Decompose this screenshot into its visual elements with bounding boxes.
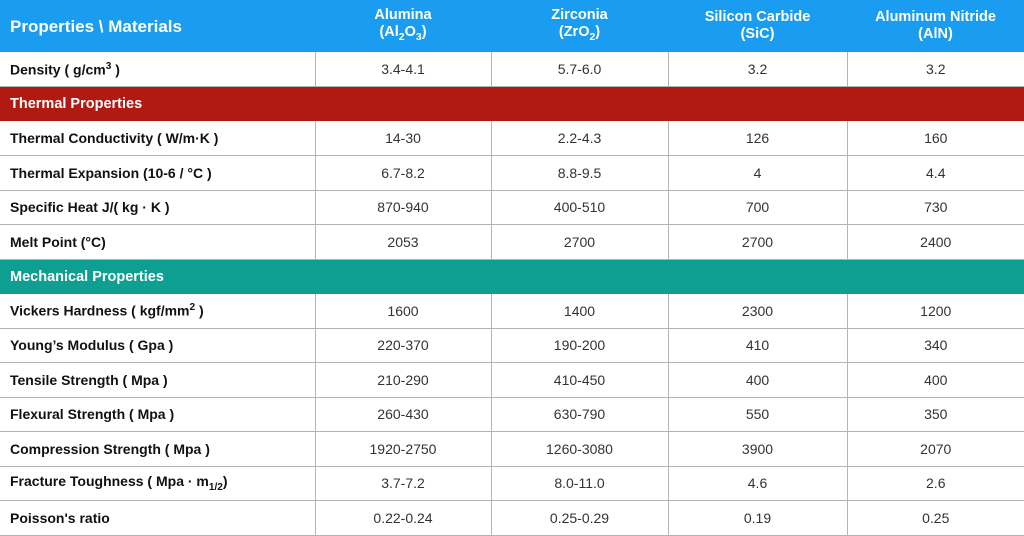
material-formula: (SiC) xyxy=(740,26,775,42)
table-cell: 400-510 xyxy=(491,190,669,225)
table-row: Thermal Conductivity ( W/m·K ) 14-30 2.2… xyxy=(0,121,1024,156)
table-cell: 1400 xyxy=(491,293,669,329)
row-label: Fracture Toughness ( Mpa · m1/2) xyxy=(0,466,316,501)
table-cell: 550 xyxy=(668,397,848,432)
table-cell: 1920-2750 xyxy=(315,431,492,467)
table-row: Poisson's ratio 0.22-0.24 0.25-0.29 0.19… xyxy=(0,500,1024,536)
table-cell: 220-370 xyxy=(315,328,492,363)
table-row: Fracture Toughness ( Mpa · m1/2) 3.7-7.2… xyxy=(0,466,1024,501)
table-cell: 3.7-7.2 xyxy=(315,466,492,501)
material-name: Alumina xyxy=(374,6,432,23)
material-formula: (AlN) xyxy=(918,26,953,42)
table-cell: 8.8-9.5 xyxy=(491,155,669,191)
row-label: Poisson's ratio xyxy=(0,500,316,536)
table-cell: 410-450 xyxy=(491,362,669,398)
table-cell: 2400 xyxy=(847,224,1024,260)
row-label: Young’s Modulus ( Gpa ) xyxy=(0,328,316,363)
table-cell: 400 xyxy=(847,362,1024,398)
table-cell: 190-200 xyxy=(491,328,669,363)
table-cell: 210-290 xyxy=(315,362,492,398)
table-cell: 700 xyxy=(668,190,848,225)
table-cell: 4 xyxy=(668,155,848,191)
table-cell: 1260-3080 xyxy=(491,431,669,467)
header-row: Properties \ Materials Alumina (Al2O3) Z… xyxy=(0,0,1024,52)
material-formula: (ZrO2) xyxy=(558,23,601,43)
table-cell: 350 xyxy=(847,397,1024,432)
section-title: Thermal Properties xyxy=(0,86,1024,121)
row-label: Density ( g/cm3 ) xyxy=(0,52,316,87)
table-cell: 5.7-6.0 xyxy=(491,52,669,87)
table-cell: 126 xyxy=(668,121,848,156)
row-label: Tensile Strength ( Mpa ) xyxy=(0,362,316,398)
material-formula: (Al2O3) xyxy=(379,23,427,43)
header-material-silicon-carbide: Silicon Carbide (SiC) xyxy=(668,0,847,52)
material-name: Aluminum Nitride xyxy=(875,9,996,25)
table-cell: 2.6 xyxy=(847,466,1024,501)
table-cell: 630-790 xyxy=(491,397,669,432)
table-cell: 2070 xyxy=(847,431,1024,467)
table-cell: 2300 xyxy=(668,293,848,329)
table-cell: 4.6 xyxy=(668,466,848,501)
table-cell: 2700 xyxy=(668,224,848,260)
table-cell: 14-30 xyxy=(315,121,492,156)
header-material-zirconia: Zirconia (ZrO2) xyxy=(491,0,668,52)
header-corner: Properties \ Materials xyxy=(0,0,315,52)
row-label: Thermal Conductivity ( W/m·K ) xyxy=(0,121,316,156)
table-cell: 1600 xyxy=(315,293,492,329)
section-title: Mechanical Properties xyxy=(0,259,1024,294)
row-label: Vickers Hardness ( kgf/mm2 ) xyxy=(0,293,316,329)
table-cell: 870-940 xyxy=(315,190,492,225)
table-cell: 400 xyxy=(668,362,848,398)
table-cell: 3900 xyxy=(668,431,848,467)
table-cell: 340 xyxy=(847,328,1024,363)
table-cell: 3.2 xyxy=(847,52,1024,87)
table-row: Melt Point (°C) 2053 2700 2700 2400 xyxy=(0,224,1024,260)
table-cell: 2053 xyxy=(315,224,492,260)
table-row-density: Density ( g/cm3 ) 3.4-4.1 5.7-6.0 3.2 3.… xyxy=(0,52,1024,87)
table-row: Specific Heat J/( kg · K ) 870-940 400-5… xyxy=(0,190,1024,225)
section-header-mechanical: Mechanical Properties xyxy=(0,259,1024,294)
header-material-alumina: Alumina (Al2O3) xyxy=(315,0,491,52)
header-material-aluminum-nitride: Aluminum Nitride (AlN) xyxy=(847,0,1024,52)
table-cell: 6.7-8.2 xyxy=(315,155,492,191)
row-label: Flexural Strength ( Mpa ) xyxy=(0,397,316,432)
table-row: Tensile Strength ( Mpa ) 210-290 410-450… xyxy=(0,362,1024,398)
table-cell: 3.2 xyxy=(668,52,848,87)
table-cell: 4.4 xyxy=(847,155,1024,191)
row-label: Specific Heat J/( kg · K ) xyxy=(0,190,316,225)
table-row: Thermal Expansion (10-6 / °C ) 6.7-8.2 8… xyxy=(0,155,1024,191)
table-cell: 8.0-11.0 xyxy=(491,466,669,501)
section-header-thermal: Thermal Properties xyxy=(0,86,1024,121)
material-name: Silicon Carbide xyxy=(704,9,811,25)
table-cell: 410 xyxy=(668,328,848,363)
table-row: Compression Strength ( Mpa ) 1920-2750 1… xyxy=(0,431,1024,467)
table-cell: 0.22-0.24 xyxy=(315,500,492,536)
table-cell: 260-430 xyxy=(315,397,492,432)
table-row: Vickers Hardness ( kgf/mm2 ) 1600 1400 2… xyxy=(0,293,1024,329)
row-label: Thermal Expansion (10-6 / °C ) xyxy=(0,155,316,191)
table-cell: 0.19 xyxy=(668,500,848,536)
row-label: Melt Point (°C) xyxy=(0,224,316,260)
table-cell: 160 xyxy=(847,121,1024,156)
table-cell: 1200 xyxy=(847,293,1024,329)
table-cell: 2700 xyxy=(491,224,669,260)
table-cell: 730 xyxy=(847,190,1024,225)
table-cell: 0.25 xyxy=(847,500,1024,536)
table-row: Young’s Modulus ( Gpa ) 220-370 190-200 … xyxy=(0,328,1024,363)
table-cell: 0.25-0.29 xyxy=(491,500,669,536)
row-label: Compression Strength ( Mpa ) xyxy=(0,431,316,467)
table-cell: 2.2-4.3 xyxy=(491,121,669,156)
material-name: Zirconia xyxy=(551,6,608,23)
table-cell: 3.4-4.1 xyxy=(315,52,492,87)
table-row: Flexural Strength ( Mpa ) 260-430 630-79… xyxy=(0,397,1024,432)
